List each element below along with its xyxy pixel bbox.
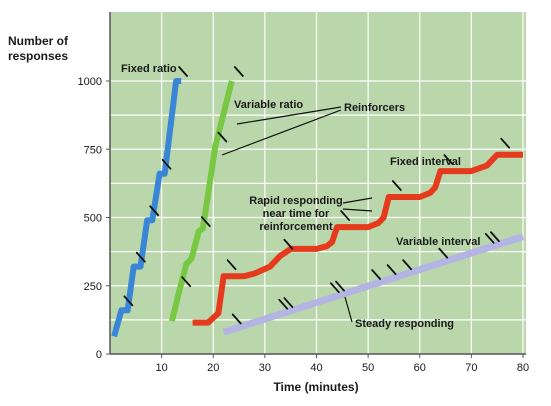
y-tick-label: 750 xyxy=(84,144,102,156)
steady-responding-pointer xyxy=(344,296,353,323)
annotation-reinforcers: Reinforcers xyxy=(344,102,405,114)
x-tick-label: 50 xyxy=(362,362,374,374)
reinforcer-mark xyxy=(123,295,134,307)
grid xyxy=(110,12,526,354)
reinforcers-pointer-1 xyxy=(236,106,342,125)
y-axis-label-line-1: Number of xyxy=(8,34,69,48)
reinforcer-mark xyxy=(217,131,228,143)
tick-labels: 10 20 30 40 50 60 70 80 0 250 500 750 1000 xyxy=(78,76,530,374)
series-label-fixed-ratio: Fixed ratio xyxy=(121,63,177,75)
reinforcer-mark xyxy=(340,210,351,221)
reinforcer-mark xyxy=(391,180,402,191)
annotation-rapid-responding-line-1: Rapid responding xyxy=(249,195,343,207)
reinforcer-marks xyxy=(123,66,511,325)
x-tick-label: 20 xyxy=(207,362,219,374)
y-tick-label: 1000 xyxy=(78,76,102,88)
y-tick-label: 500 xyxy=(84,213,102,225)
reinforcer-mark xyxy=(283,238,294,250)
reinforcer-mark xyxy=(386,264,397,275)
axes xyxy=(109,12,526,355)
reinforcer-mark xyxy=(135,251,146,263)
reinforcers-pointer-2 xyxy=(221,109,342,156)
reinforcer-mark xyxy=(371,269,382,280)
x-tick-label: 30 xyxy=(259,362,271,374)
reinforcer-mark xyxy=(181,276,192,288)
reinforcer-mark xyxy=(443,154,454,165)
reinforcer-mark xyxy=(484,232,495,244)
series-line-fixed-interval xyxy=(192,151,523,326)
reinforcer-mark xyxy=(335,280,345,292)
reinforcer-mark xyxy=(438,247,449,259)
reinforcer-mark xyxy=(200,216,211,228)
reinforcer-mark xyxy=(489,231,500,243)
reinforcer-mark xyxy=(500,137,511,149)
annotation-steady-responding: Steady responding xyxy=(355,318,454,330)
x-tick-label: 70 xyxy=(465,362,477,374)
x-tick-label: 40 xyxy=(310,362,322,374)
reinforcer-mark xyxy=(233,66,244,77)
reinforcer-mark xyxy=(278,298,289,310)
series-label-fixed-interval: Fixed interval xyxy=(390,156,461,168)
reinforcer-mark xyxy=(178,66,188,77)
rapid-responding-pointer-1 xyxy=(342,197,373,204)
annotation-pointers xyxy=(221,106,373,323)
x-tick-label: 10 xyxy=(156,362,168,374)
reinforcer-mark xyxy=(283,297,294,308)
series-label-variable-ratio: Variable ratio xyxy=(234,99,303,111)
annotation-rapid-responding-line-3: reinforcement xyxy=(259,221,333,233)
series-lines xyxy=(111,78,525,338)
series-label-variable-interval: Variable interval xyxy=(396,236,480,248)
reinforcer-mark xyxy=(402,259,413,271)
series-line-fixed-ratio xyxy=(111,78,182,338)
reinforcer-mark xyxy=(149,205,160,217)
y-tick-label: 250 xyxy=(84,281,102,293)
series-line-variable-ratio xyxy=(168,80,235,322)
x-tick-label: 80 xyxy=(517,362,529,374)
y-tick-label: 0 xyxy=(96,349,102,361)
series-line-variable-interval xyxy=(222,233,525,336)
reinforcer-mark xyxy=(226,259,237,271)
x-tick-label: 60 xyxy=(414,362,426,374)
y-axis-label-line-2: responses xyxy=(8,49,68,63)
reinforcer-mark xyxy=(231,313,242,325)
reinforcer-mark xyxy=(329,282,340,294)
x-axis-label: Time (minutes) xyxy=(273,380,358,394)
rapid-responding-pointer-2 xyxy=(342,208,373,212)
annotation-rapid-responding-line-2: near time for xyxy=(263,208,330,220)
reinforcer-mark xyxy=(161,158,172,170)
